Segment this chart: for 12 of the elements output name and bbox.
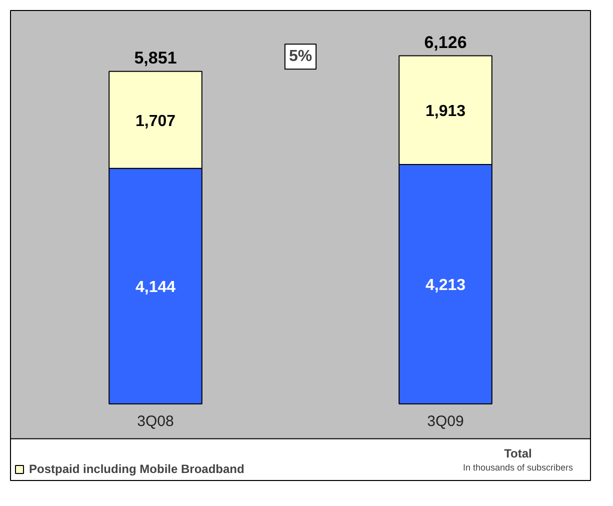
total-label: 5,851 — [134, 48, 177, 68]
total-label: 6,126 — [424, 32, 467, 52]
x-tick-label: 3Q08 — [137, 412, 174, 430]
data-label: 4,213 — [425, 277, 466, 294]
legend-label: Postpaid including Mobile Broadband — [29, 462, 244, 476]
x-tick-label: 3Q09 — [427, 412, 464, 430]
data-label: 1,913 — [425, 103, 466, 120]
text: Total — [504, 446, 532, 460]
data-label: 1,707 — [135, 112, 176, 130]
annotation: 5% — [288, 48, 312, 66]
data-label: 4,144 — [135, 279, 176, 296]
text: In thousands of subscribers — [462, 462, 574, 472]
